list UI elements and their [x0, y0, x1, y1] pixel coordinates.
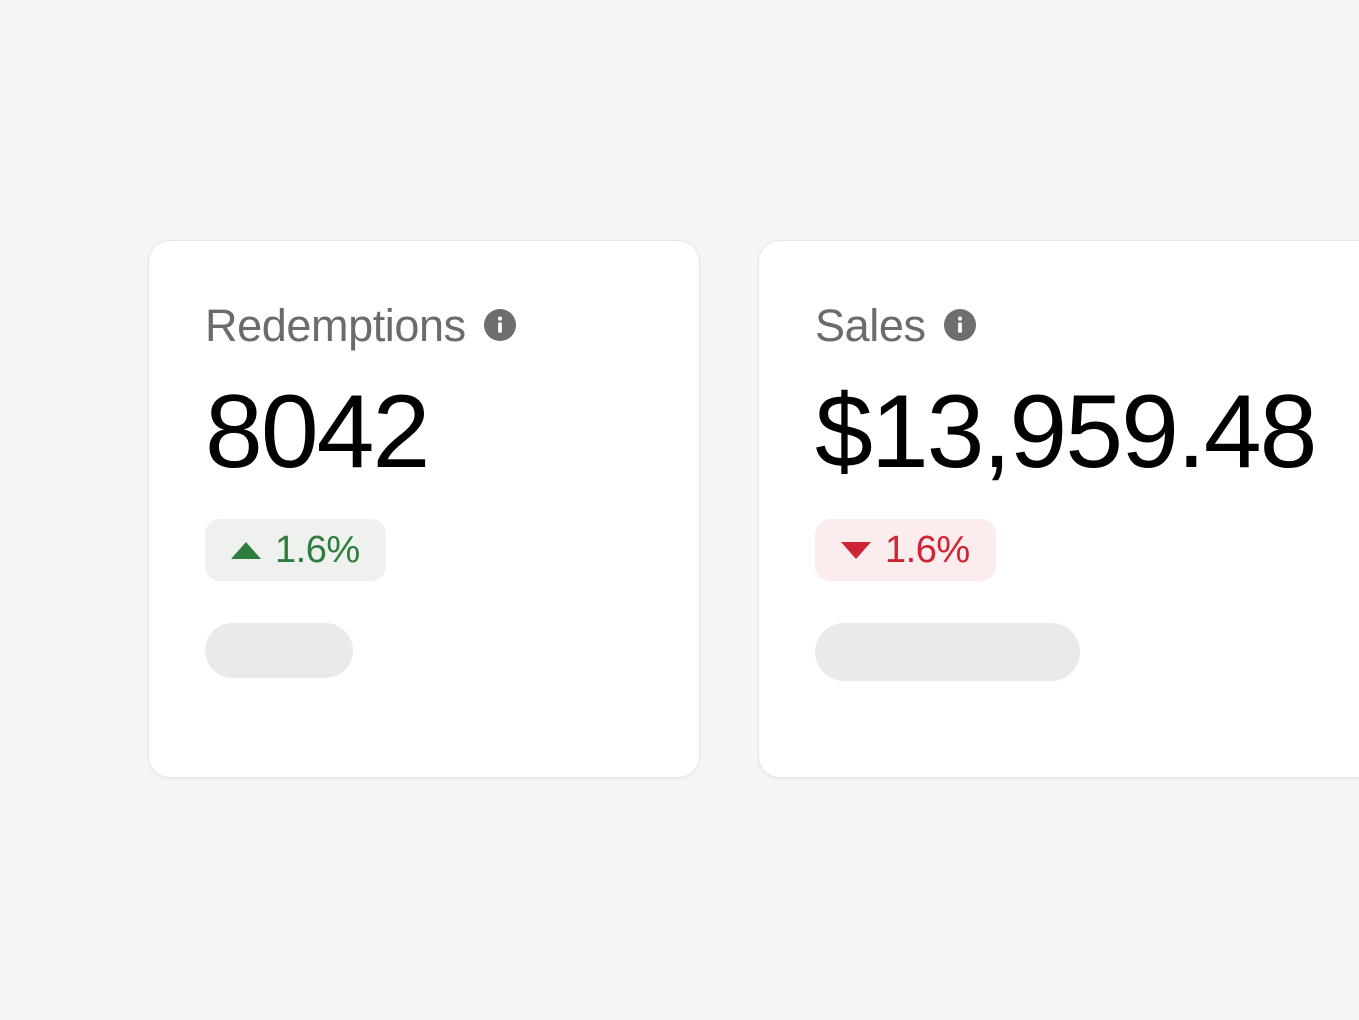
card-title: Sales — [815, 299, 926, 351]
triangle-down-icon — [841, 541, 871, 559]
delta-value: 1.6% — [885, 529, 970, 572]
delta-badge: 1.6% — [205, 519, 386, 582]
info-icon[interactable] — [483, 309, 516, 341]
card-content: Redemptions 8042 1.6% — [205, 297, 699, 777]
card-header: Sales — [815, 297, 1359, 353]
card-header: Redemptions — [205, 297, 699, 353]
delta-badge: 1.6% — [815, 519, 996, 582]
card-value: 8042 — [205, 374, 430, 490]
card-value: $13,959.48 — [815, 374, 1318, 490]
triangle-up-icon — [231, 541, 261, 559]
skeleton-placeholder — [815, 623, 1080, 682]
delta-value: 1.6% — [275, 529, 360, 572]
metric-card-redemptions[interactable]: Redemptions 8042 1.6% — [148, 240, 700, 778]
skeleton-placeholder — [205, 623, 353, 679]
card-content: Sales $13,959.48 1.6% — [815, 297, 1359, 777]
card-title: Redemptions — [205, 299, 466, 351]
info-icon[interactable] — [943, 309, 976, 341]
metric-card-sales[interactable]: Sales $13,959.48 1.6% — [758, 240, 1359, 778]
